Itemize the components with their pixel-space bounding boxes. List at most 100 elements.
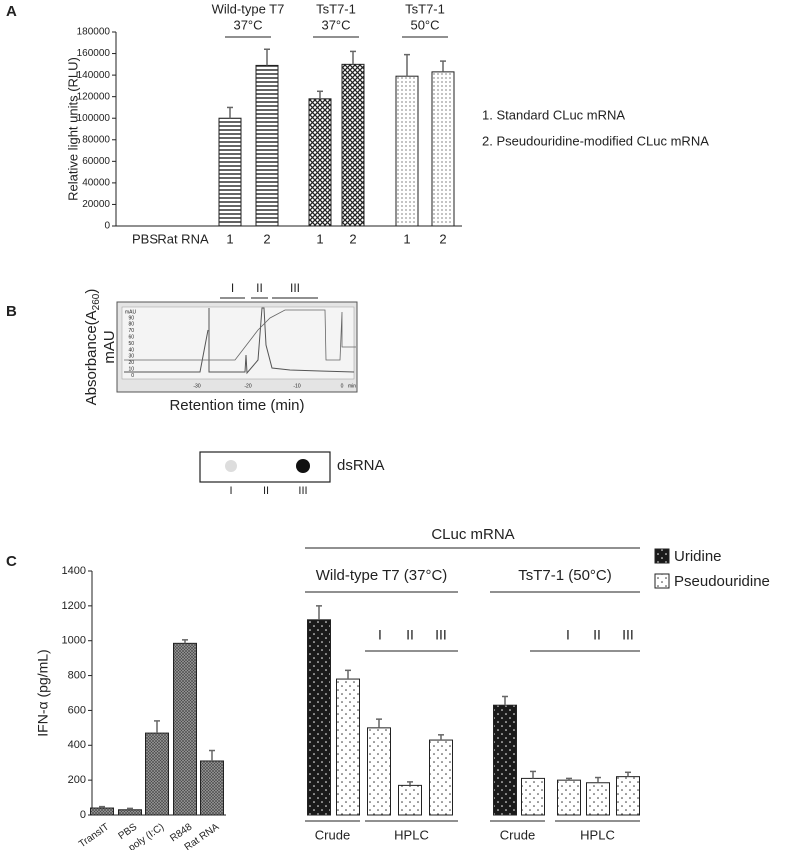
x-tick-label: Rat RNA [157,231,209,246]
annotation: TsT7-1 (50°C) [518,567,612,584]
bar [586,782,610,816]
lane-label: II [263,485,269,497]
inner-unit: min [348,383,356,389]
y-tick-label: 20000 [82,199,110,210]
lane-label: I [229,485,232,497]
group-label: 50°C [410,17,439,32]
label-sub: 260 [91,293,102,310]
fraction-label: I [566,627,570,643]
inner-tick: 70 [128,328,134,334]
x-tick-label: 2 [439,231,446,246]
blot [199,451,331,483]
fraction-label: I [378,627,382,643]
y-axis-unit: mAU [101,330,118,363]
y-tick-label: 160000 [77,48,111,59]
annotation: Crude [500,827,535,842]
bar [616,776,640,816]
fraction-label: I [231,281,234,295]
x-tick-label: 1 [316,231,323,246]
note: 1. Standard CLuc mRNA [482,107,625,122]
x-tick-label: 1 [403,231,410,246]
bar [90,807,114,816]
y-tick-label: 1400 [62,565,86,577]
annotation: Crude [315,827,350,842]
bar [118,809,142,816]
bar [398,784,422,816]
bar [218,117,242,227]
panel-letter: C [6,553,17,570]
group-label: TsT7-1 [405,1,445,16]
blot-label: dsRNA [337,457,385,474]
inner-tick: 50 [128,341,134,347]
inner-unit: mAU [125,309,137,315]
fraction-label: II [406,627,414,643]
bar [145,732,169,816]
bar [395,75,419,227]
bar [557,779,581,816]
bar [341,63,365,227]
bar [367,727,391,816]
fraction-label: III [622,627,634,643]
x-tick-label: TransIT [77,822,111,850]
annotation: Wild-type T7 (37°C) [316,567,448,584]
y-tick-label: 800 [68,669,86,681]
inner-tick: 30 [128,354,134,360]
inner-tick: 90 [128,315,134,321]
y-tick-label: 1000 [62,635,86,647]
label-part: ) [83,289,100,294]
panel-letter: B [6,303,17,320]
group-label: 37°C [321,17,350,32]
y-tick-label: 60000 [82,156,110,167]
bar [255,64,279,227]
fraction-label: II [256,281,263,295]
y-tick-label: 140000 [77,70,111,81]
y-axis-label: Relative light units (RLU) [65,57,80,201]
x-tick-label: 2 [263,231,270,246]
annotation: CLuc mRNA [431,526,514,543]
y-tick-label: 0 [104,221,110,232]
panel-letter: A [6,3,17,20]
annotation: HPLC [394,827,429,842]
x-tick-label: PBS [132,231,158,246]
label-part: Absorbance(A [83,310,100,405]
legend-swatch [654,548,670,564]
bar [173,642,197,816]
chromatogram [116,301,358,393]
y-tick-label: 40000 [82,178,110,189]
bar [308,98,332,227]
inner-tick: -30 [193,383,200,389]
group-label: TsT7-1 [316,1,356,16]
annotation: HPLC [580,827,615,842]
fraction-label: II [593,627,601,643]
inner-tick: -10 [293,383,300,389]
bar [431,71,455,227]
inner-tick: 10 [128,367,134,373]
x-axis-label: Retention time (min) [169,397,304,414]
inner-tick: 80 [128,322,134,328]
inner-tick: 40 [128,347,134,353]
legend-swatch [654,573,670,589]
legend-label: Uridine [674,548,722,565]
inner-tick: -20 [244,383,251,389]
legend-label: Pseudouridine [674,573,770,590]
group-label: Wild-type T7 [212,1,285,16]
y-tick-label: 0 [80,809,86,821]
y-tick-label: 80000 [82,134,110,145]
y-tick-label: 1200 [62,600,86,612]
inner-tick: 0 [131,373,134,379]
inner-tick: 20 [128,360,134,366]
y-axis-label: Absorbance(A260) [83,289,102,406]
y-tick-label: 200 [68,774,86,786]
y-tick-label: 120000 [77,91,111,102]
y-tick-label: 100000 [77,113,111,124]
y-axis-label: IFN-α (pg/mL) [35,649,51,736]
inner-tick: 0 [341,383,344,389]
bar [200,760,224,816]
note: 2. Pseudouridine-modified CLuc mRNA [482,133,709,148]
y-tick-label: 400 [68,739,86,751]
fraction-label: III [290,281,300,295]
fraction-label: III [435,627,447,643]
x-tick-label: 2 [349,231,356,246]
lane-label: III [298,485,307,497]
